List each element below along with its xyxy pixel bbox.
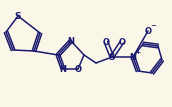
Text: S: S	[15, 11, 21, 21]
Text: O: O	[144, 27, 152, 36]
Text: O: O	[119, 37, 126, 47]
Text: N: N	[67, 36, 74, 45]
Text: O: O	[103, 37, 110, 47]
Text: S: S	[109, 53, 115, 62]
Text: O: O	[74, 65, 82, 74]
Text: N: N	[60, 65, 67, 74]
Text: N: N	[130, 53, 137, 62]
Text: +: +	[135, 50, 141, 54]
Text: −: −	[150, 23, 156, 29]
